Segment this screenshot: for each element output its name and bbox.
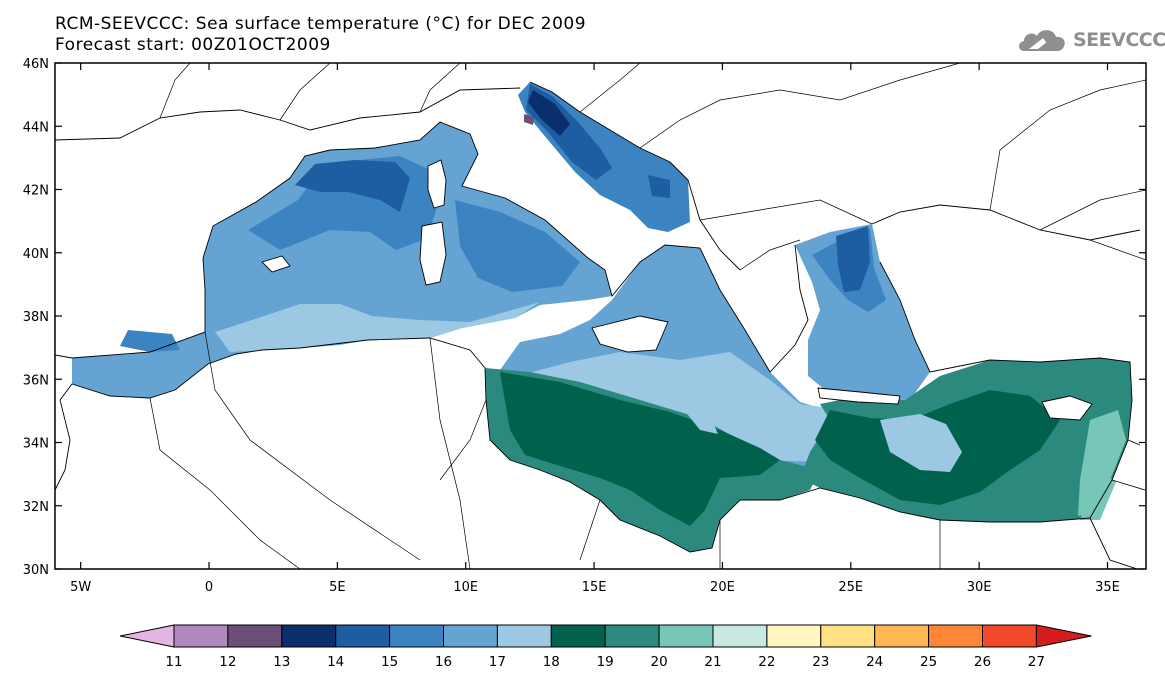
lon-tick-label: 15E	[582, 580, 607, 595]
colorbar-swatch	[389, 624, 445, 648]
islands	[261, 159, 1093, 421]
lat-tick-label: 44N	[23, 120, 49, 135]
sardinia-island	[419, 221, 447, 286]
corsica-island	[427, 159, 447, 209]
lat-tick-label: 32N	[23, 500, 49, 515]
lat-tick-label: 36N	[23, 373, 49, 388]
colorbar-label: 26	[974, 654, 991, 670]
colorbar-label: 15	[381, 654, 398, 670]
chart-title: RCM-SEEVCCC: Sea surface temperature (°C…	[55, 14, 587, 34]
cyprus-island	[1041, 395, 1093, 421]
crete-island	[817, 387, 901, 405]
seevccc-logo: SEEVCCC	[1016, 25, 1165, 55]
lat-tick-label: 38N	[23, 310, 49, 325]
lon-tick-label: 20E	[710, 580, 735, 595]
colorbar-swatch	[712, 624, 768, 648]
lat-tick-label: 40N	[23, 247, 49, 262]
colorbar-label: 20	[651, 654, 668, 670]
sst-map: 30N 32N 34N 36N 38N 40N 42N 44N 46N 5W 0 5E 10E 15E 20…	[23, 57, 1147, 595]
chart-subtitle: Forecast start: 00Z01OCT2009	[55, 35, 331, 55]
colorbar-swatch	[874, 624, 930, 648]
colorbar-label: 11	[165, 654, 182, 670]
colorbar-label: 14	[327, 654, 344, 670]
colorbar-label: 19	[597, 654, 614, 670]
logo-text: SEEVCCC	[1073, 29, 1165, 51]
lon-tick-label: 10E	[453, 580, 478, 595]
country-borders	[149, 63, 1146, 569]
lon-tick-label: 0	[205, 580, 213, 595]
colorbar-swatch	[928, 624, 983, 648]
colorbar-swatch	[281, 624, 337, 648]
colorbar-swatch	[820, 624, 876, 648]
sea-aegean	[795, 224, 930, 400]
mallorca-island	[261, 255, 291, 273]
lon-tick-label: 30E	[967, 580, 992, 595]
colorbar-swatch	[604, 624, 660, 648]
colorbar-label: 13	[273, 654, 290, 670]
colorbar-label: 18	[543, 654, 560, 670]
colorbar-label: 24	[866, 654, 883, 670]
colorbar-swatch	[335, 624, 391, 648]
colorbar-swatch	[227, 624, 283, 648]
lat-tick-label: 30N	[23, 563, 49, 578]
sicily-island	[591, 315, 669, 353]
colorbar-label: 21	[704, 654, 721, 670]
colorbar-label: 25	[920, 654, 937, 670]
axis-ticks: 30N 32N 34N 36N 38N 40N 42N 44N 46N 5W 0 5E 10E 15E 20…	[23, 57, 1146, 595]
lon-tick-label: 5W	[70, 580, 91, 595]
lon-tick-label: 25E	[838, 580, 863, 595]
colorbar-over-arrow	[1035, 624, 1092, 648]
colorbar-label: 17	[489, 654, 506, 670]
colorbar-label: 23	[812, 654, 829, 670]
sea-adriatic	[518, 82, 690, 232]
lat-tick-label: 34N	[23, 437, 49, 452]
cloud-icon	[1019, 30, 1065, 51]
colorbar-label: 16	[435, 654, 452, 670]
colorbar-swatch	[443, 624, 498, 648]
lat-tick-label: 42N	[23, 184, 49, 199]
sea-south-central	[485, 368, 820, 552]
colorbar-swatch	[658, 624, 714, 648]
colorbar-swatch	[550, 624, 606, 648]
lat-tick-label: 46N	[23, 57, 49, 72]
colorbar-swatch	[982, 624, 1037, 648]
colorbar-under-arrow	[119, 624, 175, 648]
sea-west-med	[72, 122, 612, 398]
colorbar-swatch	[496, 624, 552, 648]
colorbar-label: 12	[219, 654, 236, 670]
colorbar-label: 22	[758, 654, 775, 670]
colorbar-label: 27	[1028, 654, 1045, 670]
colorbar-swatch	[766, 624, 822, 648]
colorbar-swatch	[173, 624, 229, 648]
lon-tick-label: 35E	[1095, 580, 1120, 595]
lon-tick-label: 5E	[329, 580, 346, 595]
